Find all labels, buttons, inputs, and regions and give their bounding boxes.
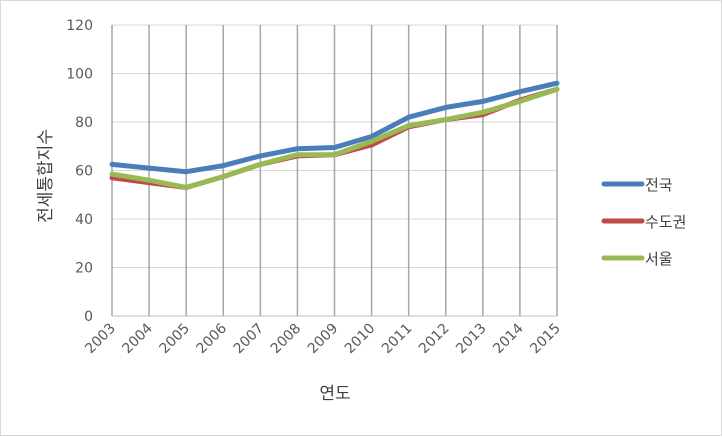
series-line-1 bbox=[109, 80, 560, 175]
x-tick-label: 2015 bbox=[527, 321, 564, 358]
legend-label: 전국 bbox=[645, 176, 673, 194]
legend-label: 서울 bbox=[645, 250, 673, 268]
x-tick-label: 2010 bbox=[342, 321, 379, 358]
x-tick-label: 2007 bbox=[231, 321, 268, 358]
x-tick-label: 2009 bbox=[305, 321, 342, 358]
y-tick-label: 120 bbox=[66, 18, 93, 34]
x-tick-label: 2012 bbox=[416, 321, 453, 358]
x-tick-label: 2006 bbox=[194, 320, 231, 357]
x-tick-label: 2014 bbox=[490, 320, 527, 357]
y-tick-label: 40 bbox=[75, 212, 93, 228]
y-axis-title: 전세통합지수 bbox=[36, 129, 56, 223]
legend-label: 수도권 bbox=[645, 213, 686, 231]
series-line-3 bbox=[109, 86, 560, 190]
y-tick-label: 60 bbox=[75, 164, 93, 180]
x-tick-label: 2005 bbox=[156, 321, 193, 358]
x-tick-label: 2013 bbox=[453, 321, 490, 358]
x-tick-label: 2008 bbox=[268, 321, 305, 358]
x-axis-title: 연도 bbox=[319, 384, 350, 404]
x-tick-label: 2011 bbox=[379, 321, 416, 358]
x-tick-label: 2003 bbox=[82, 321, 119, 358]
y-tick-label: 80 bbox=[75, 115, 93, 131]
y-tick-label: 0 bbox=[84, 309, 93, 325]
x-tick-label: 2004 bbox=[119, 320, 156, 357]
y-tick-label: 20 bbox=[75, 261, 93, 277]
y-tick-label: 100 bbox=[66, 67, 93, 83]
